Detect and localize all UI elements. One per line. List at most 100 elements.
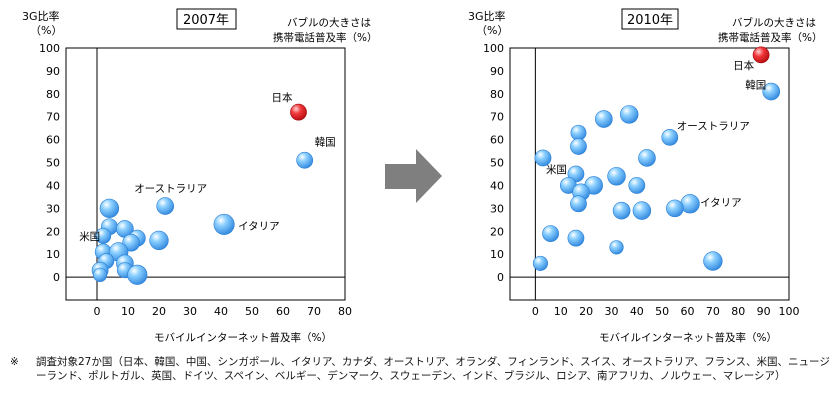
bubble	[149, 230, 169, 251]
bubble-韓国	[296, 151, 314, 169]
size-note-line1: バブルの大きさは	[732, 16, 816, 29]
x-tick-label: 50	[655, 305, 669, 318]
x-axis-title: モバイルインターネット普及率（%）	[599, 331, 777, 344]
chart-title: 2007年	[183, 13, 229, 28]
x-tick-label: 10	[554, 305, 568, 318]
y-tick-label: 50	[490, 157, 504, 170]
y-axis-title-line2: （%）	[476, 24, 508, 37]
bubble	[612, 201, 631, 220]
y-tick-label: 10	[46, 248, 60, 261]
bubble	[95, 227, 112, 244]
bubble	[542, 225, 559, 242]
y-tick-label: 30	[490, 202, 504, 215]
bubble	[567, 229, 585, 247]
y-tick-label: 0	[497, 271, 504, 284]
point-label: 米国	[79, 230, 100, 243]
point-label: 米国	[546, 163, 567, 176]
bubble	[570, 138, 587, 155]
y-tick-label: 90	[490, 65, 504, 78]
bubble-韓国	[762, 82, 781, 101]
bubble	[532, 255, 548, 271]
bubble	[595, 110, 613, 128]
bubble-オーストラリア	[661, 128, 679, 146]
x-tick-label: 50	[245, 305, 259, 318]
size-note: バブルの大きさは 携帯電話普及率（%）	[273, 16, 377, 44]
size-note-line1: バブルの大きさは	[287, 16, 371, 29]
y-tick-label: 20	[46, 225, 60, 238]
x-tick-label: 20	[152, 305, 166, 318]
bubble	[570, 124, 587, 141]
point-label: イタリア	[700, 197, 742, 209]
bubble-イタリア	[680, 194, 700, 214]
x-tick-label: 40	[214, 305, 228, 318]
x-tick-label: 60	[276, 305, 290, 318]
bubble-layer	[91, 103, 314, 285]
bubble	[570, 195, 587, 213]
y-tick-label: 60	[46, 134, 60, 147]
x-tick-label: 20	[579, 305, 593, 318]
y-tick-label: 0	[53, 271, 60, 284]
tick-layer: 0 10 20 30 40 50 60 70 80 90 100 0 10 20 30 40 50 60 70 80 9…	[483, 42, 800, 318]
bubble	[638, 149, 656, 167]
y-tick-label: 80	[46, 88, 60, 101]
bubble-layer	[532, 46, 781, 271]
size-note-line2: 携帯電話普及率（%）	[718, 31, 822, 44]
y-tick-label: 20	[490, 225, 504, 238]
x-tick-label: 70	[307, 305, 321, 318]
tick-layer: 0 10 20 30 40 50 60 70 80 90 100 0 10 20 30 40 50 60 70 80	[39, 42, 352, 318]
bubble	[99, 198, 120, 219]
x-axis-title: モバイルインターネット普及率（%）	[154, 331, 332, 344]
y-tick-label: 40	[490, 179, 504, 192]
x-tick-label: 40	[630, 305, 644, 318]
right-arrow-icon	[385, 149, 442, 203]
bubble	[666, 199, 684, 218]
bubble	[628, 177, 646, 194]
y-axis-title: 3G比率 （%）	[468, 9, 509, 37]
x-tick-label: 10	[121, 305, 135, 318]
bubble	[92, 267, 108, 282]
bubble	[127, 264, 148, 285]
x-tick-label: 90	[757, 305, 771, 318]
bubble-イタリア	[213, 213, 235, 235]
bubble	[703, 251, 723, 271]
y-tick-label: 90	[46, 65, 60, 78]
footnote-mark: ※	[10, 356, 19, 368]
size-note: バブルの大きさは 携帯電話普及率（%）	[718, 16, 822, 44]
y-tick-label: 80	[490, 88, 504, 101]
y-tick-label: 100	[483, 42, 504, 55]
size-note-line2: 携帯電話普及率（%）	[273, 31, 377, 44]
point-label: イタリア	[238, 220, 280, 232]
y-tick-label: 30	[46, 202, 60, 215]
x-tick-label: 30	[183, 305, 197, 318]
x-tick-label: 0	[532, 305, 539, 318]
bubble	[534, 149, 552, 167]
point-label: 韓国	[315, 136, 336, 148]
point-label: 日本	[733, 59, 754, 72]
x-tick-label: 0	[94, 305, 101, 318]
point-label: 韓国	[745, 80, 766, 92]
x-tick-label: 60	[681, 305, 695, 318]
title-box	[621, 8, 679, 30]
x-tick-label: 70	[706, 305, 720, 318]
y-axis-title-line1: 3G比率	[468, 9, 506, 23]
point-label: 日本	[272, 91, 293, 104]
bubble	[607, 167, 626, 186]
y-axis-title-line2: （%）	[30, 24, 62, 37]
x-tick-label: 30	[604, 305, 618, 318]
bubble-日本	[290, 103, 307, 121]
y-axis-title: 3G比率 （%）	[22, 9, 63, 37]
y-tick-label: 60	[490, 134, 504, 147]
point-label: オーストラリア	[134, 183, 207, 195]
bubble	[619, 105, 639, 124]
x-tick-label: 80	[731, 305, 745, 318]
x-tick-label: 80	[338, 305, 352, 318]
chart-2010: 0 10 20 30 40 50 60 70 80 90 100 0 10 20 30 40 50 60 70 80 9…	[468, 8, 822, 344]
bubble	[609, 240, 624, 255]
point-label: オーストラリア	[677, 120, 750, 132]
x-tick-label: 100	[779, 305, 800, 318]
chart-title: 2010年	[627, 13, 673, 28]
